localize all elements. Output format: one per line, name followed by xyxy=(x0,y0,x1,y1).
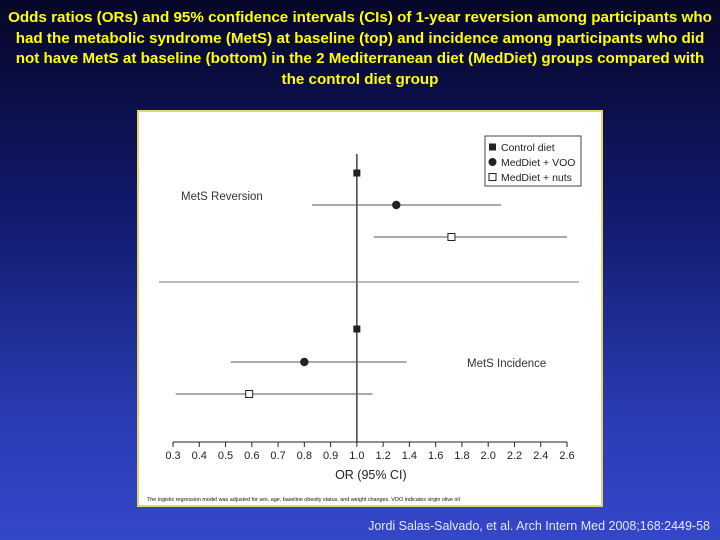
footnote: The logistic regression model was adjust… xyxy=(147,497,460,503)
x-tick-label: 0.7 xyxy=(270,450,285,462)
legend-entry-label: MedDiet + nuts xyxy=(501,172,572,184)
slide-title: Odds ratios (ORs) and 95% confidence int… xyxy=(8,9,712,88)
x-tick-label: 0.6 xyxy=(244,450,259,462)
legend-marker-filled-square xyxy=(489,143,496,151)
x-tick-label: 2.2 xyxy=(507,450,522,462)
legend-entry-label: Control diet xyxy=(501,142,555,154)
panel-label: MetS Incidence xyxy=(467,358,546,370)
point-meddiet-voo xyxy=(392,200,401,210)
legend-entry-label: MedDiet + VOO xyxy=(501,157,575,169)
legend-box xyxy=(484,135,582,187)
x-tick-label: 1.2 xyxy=(375,450,390,462)
legend-marker-open-square xyxy=(488,173,497,181)
x-tick-label: 0.3 xyxy=(165,450,180,462)
x-tick-label: 1.6 xyxy=(428,450,443,462)
x-tick-label: 2.0 xyxy=(481,450,496,462)
point-control-diet xyxy=(353,325,361,333)
x-tick-label: 1.8 xyxy=(454,450,469,462)
legend-marker-filled-circle xyxy=(488,158,497,166)
x-tick-label: 0.5 xyxy=(218,450,233,462)
x-tick-label: 0.8 xyxy=(297,450,312,462)
point-meddiet-nuts xyxy=(447,233,456,241)
x-tick-label: 2.6 xyxy=(559,450,574,462)
point-meddiet-nuts xyxy=(245,390,254,398)
point-control-diet xyxy=(353,169,361,177)
point-meddiet-voo xyxy=(300,357,309,367)
x-tick-label: 0.9 xyxy=(323,450,338,462)
x-axis-title: OR (95% CI) xyxy=(335,468,407,482)
forest-plot: 0.3 0.4 0.5 0.6 0.7 0.8 0.9 1.0 1.2 1.4 1.6 1.8 2.0 2… xyxy=(137,110,603,507)
x-tick-label: 1.4 xyxy=(402,450,417,462)
panel-label: MetS Reversion xyxy=(181,191,263,203)
x-tick-label: 1.0 xyxy=(349,450,364,462)
x-tick-label: 2.4 xyxy=(533,450,548,462)
citation: Jordi Salas-Salvado, et al. Arch Intern … xyxy=(368,519,710,533)
forest-plot-svg: 0.3 0.4 0.5 0.6 0.7 0.8 0.9 1.0 1.2 1.4 1.6 1.8 2.0 2… xyxy=(147,135,582,503)
x-tick-label: 0.4 xyxy=(192,450,207,462)
